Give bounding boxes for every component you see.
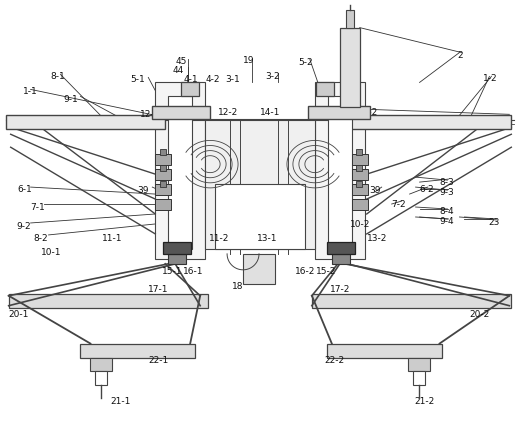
Text: 7-2: 7-2 [392, 199, 406, 209]
Bar [80, 344, 195, 358]
Text: 1-2: 1-2 [483, 74, 498, 83]
Bar [152, 107, 210, 120]
Text: 17-2: 17-2 [330, 284, 350, 293]
Text: 16-2: 16-2 [295, 266, 315, 275]
Bar [155, 184, 171, 196]
Bar [352, 155, 367, 166]
Text: 3-2: 3-2 [265, 72, 280, 81]
Bar [346, 11, 354, 29]
Text: 8-2: 8-2 [33, 233, 48, 242]
Text: 22-1: 22-1 [148, 355, 169, 364]
Text: 2: 2 [457, 50, 463, 59]
Bar [215, 184, 305, 249]
Text: 44: 44 [172, 66, 184, 75]
Text: 8-1: 8-1 [51, 72, 65, 81]
Text: 18: 18 [232, 281, 244, 290]
Text: 15-1: 15-1 [162, 266, 183, 275]
Text: 8-3: 8-3 [440, 178, 454, 187]
Bar [352, 199, 367, 210]
Bar [327, 242, 355, 254]
Bar [340, 29, 360, 108]
Bar [155, 155, 171, 166]
Text: 11-2: 11-2 [209, 233, 230, 242]
Bar [352, 184, 367, 196]
Text: 14-1: 14-1 [260, 108, 280, 117]
Text: 45: 45 [175, 56, 186, 65]
Text: 6-1: 6-1 [18, 184, 32, 194]
Text: 39: 39 [137, 186, 149, 195]
Text: 39: 39 [370, 186, 381, 195]
Bar [155, 83, 205, 259]
Text: 17-1: 17-1 [148, 284, 169, 293]
Bar [332, 254, 350, 264]
Bar [160, 166, 166, 172]
Bar [327, 344, 442, 358]
Bar [312, 294, 512, 308]
Bar [316, 83, 334, 97]
Text: 4-1: 4-1 [183, 75, 198, 84]
Bar [308, 107, 370, 120]
Bar [352, 170, 367, 181]
Text: 4-2: 4-2 [205, 75, 220, 84]
Text: 9-1: 9-1 [64, 95, 78, 104]
Text: 23: 23 [489, 218, 500, 227]
Text: 21-1: 21-1 [110, 397, 131, 406]
Bar [356, 150, 362, 156]
Bar [6, 116, 165, 130]
Bar [96, 371, 108, 386]
Text: 9-4: 9-4 [440, 216, 454, 225]
Text: 7-1: 7-1 [31, 202, 45, 212]
Text: 12-1: 12-1 [140, 110, 161, 119]
Bar [243, 254, 275, 284]
Bar [408, 358, 430, 371]
Text: 13-2: 13-2 [367, 233, 387, 242]
Bar [160, 150, 166, 156]
Text: 16-1: 16-1 [183, 266, 204, 275]
Text: 3-1: 3-1 [225, 75, 240, 84]
Text: 9-2: 9-2 [17, 222, 31, 230]
Bar [155, 199, 171, 210]
Text: 20-1: 20-1 [9, 309, 29, 318]
Bar [315, 83, 365, 259]
Bar [155, 170, 171, 181]
Text: 11-1: 11-1 [102, 233, 123, 242]
Bar [412, 371, 424, 386]
Text: 1-1: 1-1 [22, 87, 38, 96]
Text: 15-2: 15-2 [316, 266, 336, 275]
Text: 5-1: 5-1 [130, 75, 145, 84]
Text: 8-4: 8-4 [440, 207, 454, 216]
Bar [181, 83, 199, 97]
Text: 13-1: 13-1 [257, 233, 278, 242]
Text: 10-1: 10-1 [41, 248, 61, 256]
Text: 5-2: 5-2 [298, 58, 313, 66]
Text: 12-2: 12-2 [218, 108, 239, 117]
Text: 10-2: 10-2 [350, 219, 370, 228]
Text: 6-2: 6-2 [420, 184, 434, 194]
Text: 20-2: 20-2 [469, 309, 490, 318]
Bar [350, 116, 512, 130]
Bar [90, 358, 112, 371]
Text: 19: 19 [243, 55, 255, 64]
Bar [168, 97, 192, 249]
Bar [163, 242, 191, 254]
Bar [328, 97, 352, 249]
Bar [168, 254, 186, 264]
Bar [356, 166, 362, 172]
Bar [356, 181, 362, 187]
Bar [205, 120, 315, 249]
Text: 9-3: 9-3 [440, 187, 454, 197]
Text: 22-2: 22-2 [325, 355, 345, 364]
Bar [9, 294, 208, 308]
Text: 14-2: 14-2 [358, 108, 378, 117]
Bar [160, 181, 166, 187]
Text: 21-2: 21-2 [414, 397, 435, 406]
